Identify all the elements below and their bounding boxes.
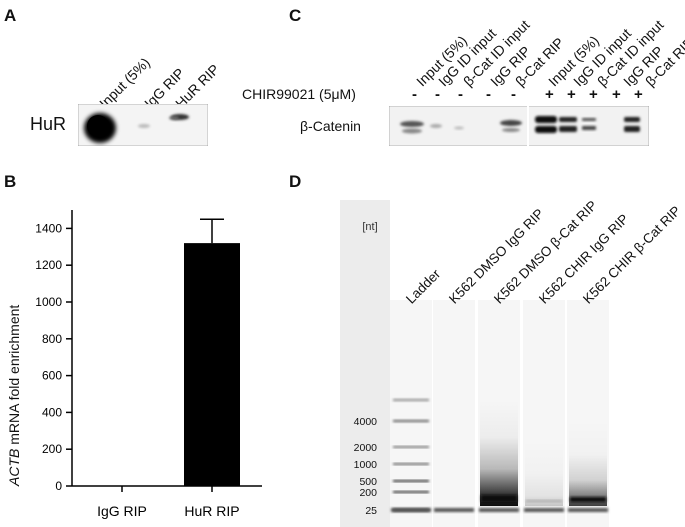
size-strip	[340, 200, 390, 527]
panel-d-label: D	[289, 172, 302, 191]
panel-c-treatment-label: CHIR99021 (5μM)	[242, 86, 356, 102]
size-label: 200	[359, 487, 377, 499]
marker-band	[568, 508, 608, 512]
ladder-band	[393, 491, 429, 493]
ladder-band	[393, 398, 429, 402]
size-label: 1000	[354, 459, 378, 471]
panel-c-sign: -	[435, 86, 440, 103]
y-tick-label: 0	[55, 479, 62, 493]
panel-a-label: A	[4, 6, 17, 25]
panel-c-sign: -	[412, 86, 417, 103]
panel-c-row-label: β-Catenin	[300, 118, 361, 134]
y-tick-label: 400	[42, 405, 62, 419]
bar	[184, 243, 240, 486]
panel-b-chart: 0 200 400 600 800 1000 1200 1400 IgG RIP HuR RIP	[35, 210, 262, 519]
y-tick-label: 800	[42, 332, 62, 346]
marker-band	[391, 508, 431, 512]
panel-b-label: B	[4, 172, 17, 191]
panel-c-label: C	[289, 6, 302, 25]
panel-c-sign: -	[458, 86, 463, 103]
size-label: 4000	[354, 416, 378, 428]
ladder-band	[393, 419, 429, 423]
panel-c-sign: -	[486, 86, 491, 103]
y-tick-label: 1200	[35, 258, 62, 272]
panel-c-sign: -	[511, 86, 516, 103]
sample-band	[481, 495, 517, 502]
smear	[525, 440, 563, 506]
y-tick-label: 600	[42, 369, 62, 383]
ladder-band	[393, 463, 429, 465]
x-tick-label: HuR RIP	[184, 503, 239, 519]
lane	[433, 300, 475, 527]
panel-c-sign: +	[589, 86, 598, 103]
panel-a-row-label: HuR	[30, 114, 67, 134]
ladder-band	[393, 480, 429, 482]
smear	[480, 400, 518, 506]
size-label: 500	[359, 476, 377, 488]
sample-band	[526, 500, 562, 502]
lane	[390, 300, 432, 527]
size-label: 2000	[354, 442, 378, 454]
panel-a-blot	[78, 104, 208, 146]
ladder-band	[393, 446, 429, 448]
panel-c-sign: +	[545, 86, 554, 103]
panel-c-sign: +	[612, 86, 621, 103]
marker-band	[524, 508, 564, 512]
panel-c-blot	[389, 106, 649, 146]
unit-label: [nt]	[362, 221, 377, 233]
panel-c-sign: +	[567, 86, 576, 103]
y-tick-label: 1000	[35, 295, 62, 309]
panel-c-sign: +	[634, 86, 643, 103]
size-label: 25	[365, 505, 377, 517]
smear	[569, 420, 607, 506]
y-tick-label: 200	[42, 442, 62, 456]
marker-band	[434, 508, 474, 512]
x-tick-label: IgG RIP	[97, 503, 147, 519]
sample-band	[570, 497, 606, 502]
marker-band	[479, 508, 519, 512]
y-tick-label: 1400	[35, 221, 62, 235]
